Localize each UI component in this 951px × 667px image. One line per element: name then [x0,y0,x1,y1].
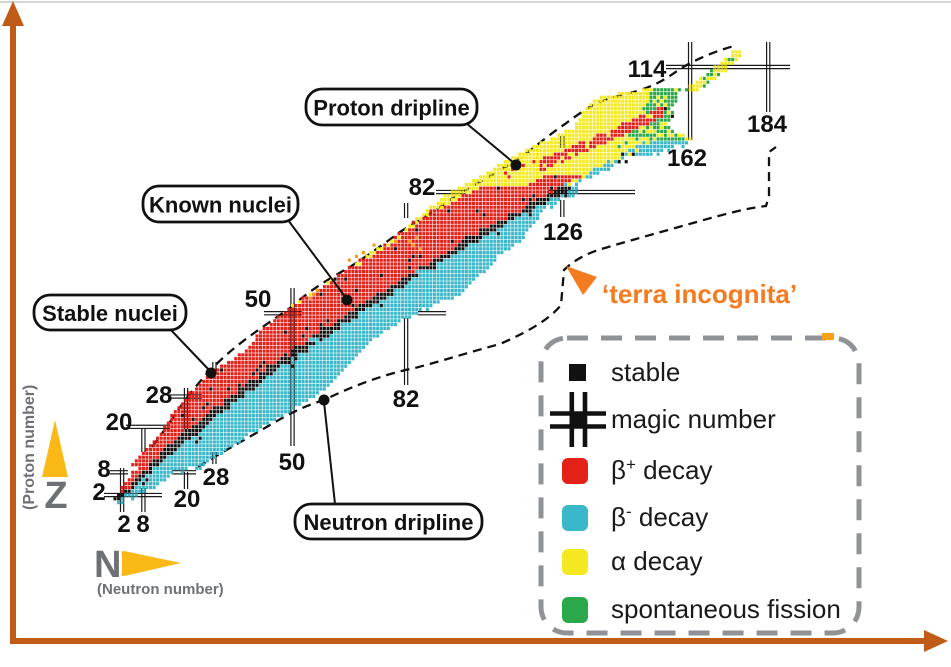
svg-text:Z: Z [44,475,67,517]
svg-text:8: 8 [136,511,149,538]
svg-text:82: 82 [409,174,436,201]
svg-text:28: 28 [146,382,173,409]
svg-text:spontaneous fission: spontaneous fission [611,594,841,624]
svg-text:α decay: α decay [611,546,703,576]
svg-text:162: 162 [667,145,707,172]
svg-text:2: 2 [92,479,105,506]
svg-text:114: 114 [628,56,667,83]
svg-text:N: N [94,544,121,586]
svg-text:2: 2 [117,511,130,538]
svg-text:184: 184 [747,111,788,138]
svg-text:50: 50 [279,449,306,476]
svg-text:28: 28 [203,464,230,491]
svg-text:magic number: magic number [611,404,776,434]
svg-text:Stable nuclei: Stable nuclei [42,301,178,326]
svg-text:82: 82 [393,386,420,413]
svg-text:20: 20 [106,409,133,436]
svg-text:β- decay: β- decay [611,502,708,532]
svg-text:8: 8 [97,456,110,483]
svg-text:126: 126 [543,219,583,246]
svg-text:50: 50 [245,286,272,313]
svg-text:Known nuclei: Known nuclei [149,193,292,218]
svg-text:Neutron dripline: Neutron dripline [304,510,474,535]
svg-text:(Proton number): (Proton number) [21,385,38,510]
svg-text:Proton dripline: Proton dripline [313,96,469,121]
svg-text:(Neutron number): (Neutron number) [97,581,224,598]
svg-text:20: 20 [174,486,201,513]
svg-text:‘terra incognita’: ‘terra incognita’ [602,279,797,309]
svg-text:stable: stable [611,357,680,387]
